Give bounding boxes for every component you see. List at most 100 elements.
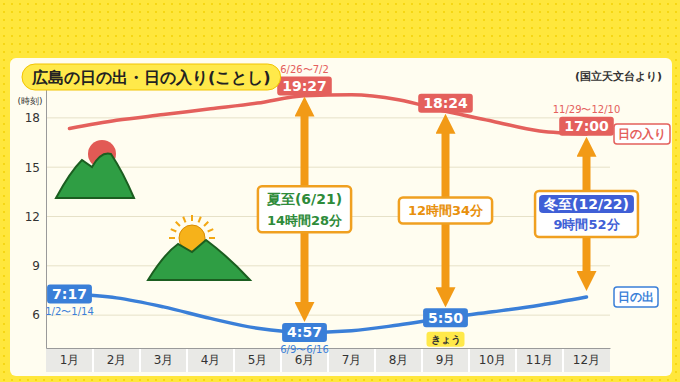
grid-line: [46, 315, 610, 316]
x-tick-label: 2月: [107, 353, 127, 367]
value-label-box: [423, 308, 468, 327]
sun-ray: [176, 222, 180, 226]
series-label: 日の出: [614, 287, 658, 307]
lines: [70, 95, 587, 333]
value-label-box: [559, 117, 614, 136]
series-label-text: 日の入り: [618, 127, 666, 141]
arrow-head: [445, 297, 446, 307]
day-length-box: [399, 198, 492, 224]
x-tick: 5月: [248, 353, 268, 367]
title-text: 広島の日の出・日の入り(ことし): [31, 68, 271, 87]
day-length-box: [535, 191, 638, 237]
value-label-text: 19:27: [282, 78, 327, 94]
x-tick: 12月: [573, 353, 600, 367]
y-tick: 18: [25, 111, 46, 125]
grid-line: [46, 167, 610, 168]
day-length-title: 冬至(12/22): [543, 196, 629, 212]
x-tick: 3月: [154, 353, 174, 367]
mountain: [148, 240, 250, 280]
day-length-label: 14時間28分: [267, 213, 343, 228]
x-tick: 11月: [526, 353, 553, 367]
value-label-text: 5:50: [428, 310, 463, 326]
y-tick-label: 9: [32, 259, 40, 273]
decoration: [56, 140, 250, 280]
x-tick-label: 4月: [201, 353, 221, 367]
value-label-text: 4:57: [287, 324, 322, 340]
y-tick: 12: [25, 210, 46, 224]
x-tick-label: 3月: [154, 353, 174, 367]
labels: 日の入り日の出 19:27 6/26〜7/2 18:24 17:00 11/29〜12/1…: [45, 64, 670, 355]
x-tick-label: 10月: [479, 353, 506, 367]
value-label-box: [47, 285, 92, 304]
day-length-box: [258, 186, 351, 232]
sun-ray: [208, 229, 214, 231]
value-label-box: [418, 94, 473, 113]
y-tick: 15: [25, 161, 46, 175]
y-axis-title: (時刻): [17, 96, 42, 106]
day-length-label: 12時間34分: [408, 203, 484, 218]
y-tick: 6: [32, 308, 46, 322]
y-tick-label: 15: [25, 161, 40, 175]
y-tick-label: 12: [25, 210, 40, 224]
y-tick: 9: [32, 259, 46, 273]
sun-ray: [191, 215, 193, 221]
category-separator: [233, 348, 235, 372]
category-separator: [468, 348, 470, 372]
x-tick: 1月: [60, 353, 80, 367]
background: [0, 0, 680, 382]
category-separator: [92, 348, 94, 372]
panel: [10, 58, 672, 376]
sun-ray: [199, 217, 201, 223]
arrow-head: [304, 97, 305, 107]
x-tick: 4月: [201, 353, 221, 367]
value-label: 18:24: [418, 94, 473, 113]
y-axis: 6 9 12 15 18: [25, 86, 47, 349]
sun-ray: [204, 222, 208, 226]
value-label-text: 17:00: [564, 118, 609, 134]
title-box: [22, 64, 281, 90]
series-label-box: [614, 124, 670, 144]
today-tag: きょう: [427, 332, 465, 347]
value-label-text: 7:17: [52, 286, 87, 302]
value-label: 5:50: [423, 308, 468, 327]
today-tag-text: きょう: [431, 334, 461, 346]
sun-ray: [169, 237, 175, 239]
day-length-label: 9時間52分: [553, 217, 620, 232]
series-label-text: 日の出: [618, 290, 654, 304]
x-tick: 7月: [342, 353, 362, 367]
value-note: 11/29〜12/10: [553, 104, 621, 115]
category-separator: [421, 348, 423, 372]
annotations: 日の入り日の出 19:27 6/26〜7/2 18:24 17:00 11/29〜12/1…: [45, 64, 670, 355]
arrow-head: [445, 114, 446, 124]
value-label-box: [277, 77, 332, 96]
x-tick: 10月: [479, 353, 506, 367]
value-note: 6/26〜7/2: [280, 64, 329, 75]
value-label: 7:17: [47, 285, 92, 304]
value-note: 1/2〜1/14: [45, 306, 94, 317]
value-label: 4:57: [282, 323, 327, 342]
series-line: [70, 294, 587, 332]
sun-ray: [171, 229, 177, 231]
x-tick-label: 1月: [60, 353, 80, 367]
day-length: 冬至(12/22) 9時間52分: [535, 191, 638, 237]
sun-ray: [209, 237, 215, 239]
value-label-box: [282, 323, 327, 342]
x-tick-label: 9月: [436, 353, 456, 367]
x-tick-label: 8月: [389, 353, 409, 367]
arrow-head: [586, 137, 587, 147]
source: (国立天文台より): [575, 70, 662, 83]
value-label: 17:00: [559, 117, 614, 136]
value-label: 19:27: [277, 77, 332, 96]
value-note: 6/9〜6/16: [280, 344, 329, 355]
day-length: 12時間34分: [399, 198, 492, 224]
title: 広島の日の出・日の入り(ことし): [22, 64, 281, 90]
day-length: 夏至(6/21)14時間28分: [258, 186, 351, 232]
background-pattern: [0, 0, 680, 382]
category-separator: [515, 348, 517, 372]
series-line: [70, 95, 587, 134]
category-separator: [374, 348, 376, 372]
x-tick: 8月: [389, 353, 409, 367]
series-label-box: [614, 287, 658, 307]
y-tick-label: 6: [32, 308, 40, 322]
x-tick-label: 7月: [342, 353, 362, 367]
